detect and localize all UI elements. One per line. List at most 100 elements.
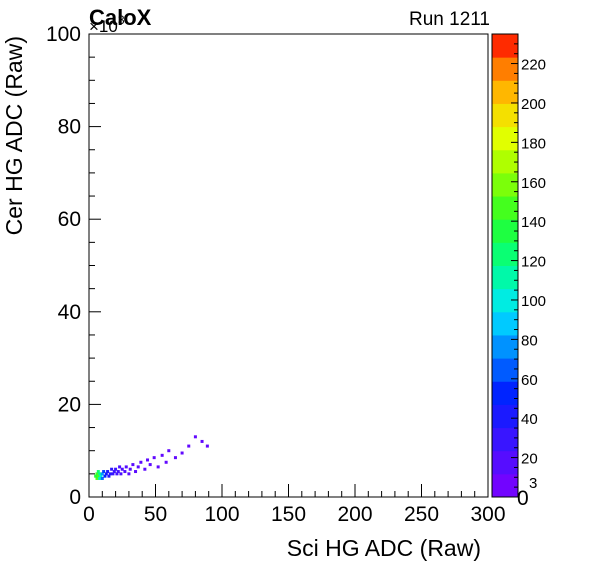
heatmap-bin xyxy=(112,470,116,474)
heatmap-bin xyxy=(134,470,138,474)
palette-tick-label: 140 xyxy=(521,214,546,231)
x-tick-label: 150 xyxy=(271,503,306,526)
palette-band xyxy=(492,265,518,290)
heatmap-bin xyxy=(100,472,104,476)
x-tick-label: 50 xyxy=(144,503,167,526)
heatmap-bin xyxy=(106,470,110,474)
x-tick-label: 250 xyxy=(404,503,439,526)
run-label: Run 1211 xyxy=(409,9,490,30)
y-tick-label: 20 xyxy=(58,393,81,416)
heatmap-bin xyxy=(103,474,107,478)
palette-band xyxy=(492,196,518,220)
palette-band xyxy=(492,103,518,128)
palette-band xyxy=(492,311,518,336)
palette-axis: 20 40 60 80 100 120 140 160 180 200 220 xyxy=(511,43,546,488)
heatmap-bin xyxy=(99,474,103,478)
heatmap-bin xyxy=(187,444,191,448)
experiment-label: CaloX xyxy=(89,5,152,30)
palette-band xyxy=(492,358,518,382)
palette-band xyxy=(492,427,518,452)
x-tick-label: 100 xyxy=(204,503,239,526)
heatmap-bin xyxy=(180,451,184,455)
y-tick-label: 0 xyxy=(69,486,81,509)
palette-low-label: 0 xyxy=(517,487,529,510)
heatmap-bin xyxy=(127,472,131,476)
heatmap-bin xyxy=(96,470,100,474)
palette-tick-label: 160 xyxy=(521,175,546,192)
y-axis-title: Cer HG ADC (Raw) xyxy=(1,36,27,235)
palette-tick-label: 100 xyxy=(521,293,546,310)
heatmap-bin xyxy=(146,458,150,462)
x-tick-label: 0 xyxy=(83,503,95,526)
palette-tick-label: 120 xyxy=(521,254,546,271)
heatmap-bin xyxy=(193,435,197,439)
plot-area xyxy=(89,34,488,497)
color-palette xyxy=(492,34,518,498)
palette-tick-label: 180 xyxy=(521,135,546,152)
palette-tick-label: 40 xyxy=(521,411,538,428)
palette-band xyxy=(492,57,518,81)
heatmap-bin xyxy=(205,444,209,448)
palette-tick-label: 80 xyxy=(521,332,538,349)
heatmap-bin xyxy=(164,460,168,464)
y-tick-label: 80 xyxy=(58,116,81,139)
heatmap-bin xyxy=(110,467,114,471)
heatmap-bin xyxy=(156,465,160,469)
heatmap-bin xyxy=(143,467,147,471)
palette-band xyxy=(492,334,518,359)
palette-band xyxy=(492,126,518,151)
palette-band xyxy=(492,34,518,58)
palette-band xyxy=(492,80,518,104)
palette-tick-label: 60 xyxy=(521,372,538,389)
y-exponent-power: 3 xyxy=(118,13,125,27)
heatmap-bins xyxy=(94,435,209,480)
palette-tick-label: 220 xyxy=(521,57,546,74)
heatmap-bin xyxy=(108,472,112,476)
heatmap-bin xyxy=(120,467,124,471)
palette-band xyxy=(492,288,518,313)
heatmap-bin xyxy=(136,465,140,469)
y-tick-label: 60 xyxy=(58,208,81,231)
heatmap-bin xyxy=(100,476,104,480)
palette-band xyxy=(492,404,518,429)
y-tick-label: 40 xyxy=(58,301,81,324)
x-tick-label: 200 xyxy=(337,503,372,526)
palette-band xyxy=(492,242,518,266)
heatmap-bin xyxy=(152,456,156,460)
heatmap-bin xyxy=(160,453,164,457)
palette-band xyxy=(492,219,518,243)
heatmap-bin xyxy=(114,467,118,471)
heatmap-bin xyxy=(98,476,102,480)
heatmap-bin xyxy=(115,472,119,476)
heatmap-bin xyxy=(119,472,123,476)
palette-tick-label: 200 xyxy=(521,96,546,113)
heatmap-bin xyxy=(139,460,143,464)
heatmap-bin xyxy=(95,476,99,480)
heatmap-bin xyxy=(123,470,127,474)
y-axis: 0 20 40 60 80 100 xyxy=(46,23,101,509)
heatmap-bin xyxy=(111,472,115,476)
y-axis-exponent: ×103 xyxy=(89,13,125,36)
heatmap-bin xyxy=(148,463,152,467)
x-axis-title: Sci HG ADC (Raw) xyxy=(287,535,481,561)
palette-band xyxy=(492,450,518,475)
palette-band xyxy=(492,172,518,197)
heatmap-bin xyxy=(200,439,204,443)
heatmap-bin xyxy=(107,474,111,478)
heatmap-bin xyxy=(173,456,177,460)
x-axis: 0 50 100 150 200 250 300 xyxy=(83,484,506,526)
heatmap-bin xyxy=(118,465,122,469)
y-tick-label: 100 xyxy=(46,23,81,46)
heatmap-bin xyxy=(94,474,98,478)
heatmap-bin xyxy=(131,463,135,467)
heatmap-bin xyxy=(95,472,99,476)
heatmap-bin xyxy=(104,472,108,476)
palette-band xyxy=(492,149,518,174)
palette-tick-label: 20 xyxy=(521,451,538,468)
heatmap-bin xyxy=(96,474,100,478)
y-exponent-base: ×10 xyxy=(89,17,118,36)
heatmap-bin xyxy=(98,472,102,476)
x-tick-label: 300 xyxy=(470,503,505,526)
heatmap-bin xyxy=(167,449,171,453)
